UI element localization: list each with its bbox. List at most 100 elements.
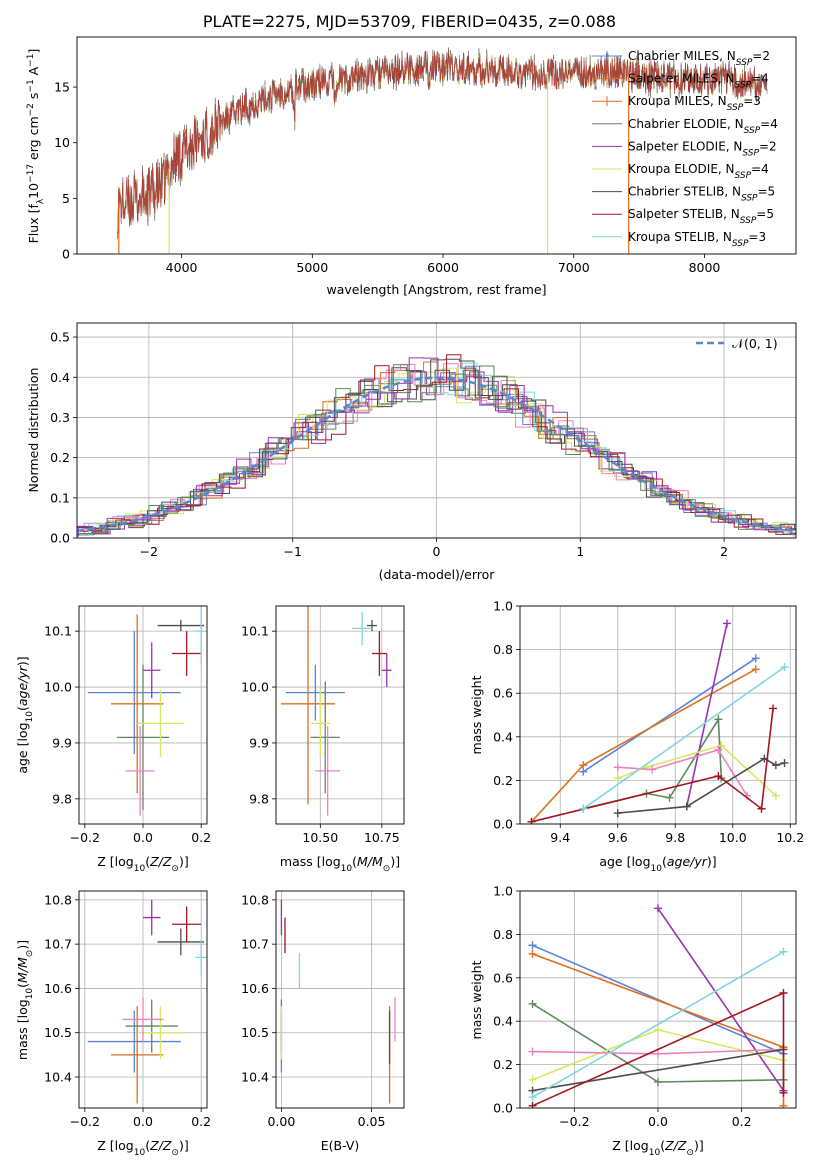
weight-marker (528, 1101, 537, 1108)
weight-marker (714, 772, 723, 781)
weight-line (582, 666, 785, 810)
y-tick-label: 0.2 (493, 773, 513, 788)
errorbar-point (195, 606, 207, 665)
errorbar-point (87, 631, 181, 755)
y-axis-label: Normed distribution (26, 368, 41, 493)
x-tick-label: 9.8 (665, 830, 685, 845)
y-tick-label: 0.4 (493, 1014, 513, 1029)
weight-marker (757, 804, 766, 813)
weight-marker (613, 763, 622, 772)
y-tick-label: 10.8 (241, 892, 269, 907)
y-tick-label: 10.6 (241, 981, 269, 996)
axes-mass-vs-EBV: 0.00 0.05 10.4 10.5 10.6 10.7 10.8 E(B-V) (241, 890, 405, 1153)
x-axis-label: Z [log10(Z/Z⊙)] (97, 1138, 188, 1158)
weight-marker (654, 1025, 662, 1034)
y-tick-label: 10.0 (241, 680, 269, 695)
errorbar-point (116, 664, 170, 811)
y-tick-label: 10.1 (44, 624, 72, 639)
plot-area-mass-vs-Z (87, 899, 207, 1104)
weight-marker (579, 804, 588, 813)
weight-marker (528, 1075, 537, 1084)
errorbar-point (137, 1006, 184, 1060)
x-tick-label: 0.2 (191, 830, 211, 845)
weight-marker (654, 1049, 662, 1058)
x-tick-label: 9.6 (608, 830, 628, 845)
y-tick-label: 0.0 (50, 531, 70, 546)
legend-entry: Kroupa ELODIE, NSSP=4 (628, 162, 769, 181)
weight-series (579, 654, 760, 776)
x-tick-label: −2 (140, 544, 158, 559)
weight-marker (751, 654, 760, 663)
y-tick-label: 10.4 (241, 1070, 269, 1085)
weight-marker (779, 1101, 788, 1108)
y-tick-label: 0 (62, 247, 70, 262)
axes-frame (275, 605, 405, 825)
x-tick-label: −0.2 (559, 1114, 589, 1129)
histogram-legend: 𝒩(0, 1) (696, 336, 778, 351)
figure-title: PLATE=2275, MJD=53709, FIBERID=0435, z=0… (202, 12, 617, 31)
axes-weight-vs-Z: −0.2 0.0 0.2 0.0 0.2 0.4 0.6 0.8 1.0 Z [log10(Z/Z… (469, 884, 797, 1158)
weight-marker (665, 793, 674, 802)
plot-area-age-vs-mass (280, 606, 392, 816)
x-tick-label: 10.75 (364, 830, 400, 845)
weight-line (532, 944, 784, 1055)
weight-series (613, 745, 752, 800)
legend-entry: Chabrier ELODIE, NSSP=4 (628, 117, 778, 136)
errorbar-point (111, 1006, 164, 1104)
weight-line (531, 708, 774, 823)
axes-frame (78, 890, 208, 1109)
y-tick-label: 9.9 (249, 735, 269, 750)
weight-marker (613, 774, 622, 783)
weight-series (613, 741, 780, 800)
axes-spectrum: 4000 5000 6000 7000 8000 0 5 10 15 Chabrier MILES… (26, 36, 797, 297)
errorbar-point (137, 689, 184, 757)
weight-marker (613, 809, 622, 818)
legend-entry: Salpeter ELODIE, NSSP=2 (628, 139, 777, 158)
plot-area-weight-vs-age (527, 619, 789, 824)
errorbar-point (310, 689, 331, 757)
errorbar-point (367, 619, 377, 632)
errorbar-point (157, 619, 205, 632)
weight-marker (654, 1077, 662, 1086)
weight-marker (528, 999, 537, 1008)
y-tick-label: 1.0 (493, 599, 513, 614)
legend-entry: Kroupa MILES, NSSP=3 (628, 94, 761, 113)
y-tick-label: 9.8 (52, 791, 72, 806)
y-tick-label: 0.4 (493, 729, 513, 744)
errorbar-point (172, 631, 202, 676)
weight-marker (779, 988, 788, 997)
errorbar-point (381, 653, 392, 688)
errorbar-point (111, 614, 164, 794)
y-tick-label: 1.0 (493, 884, 513, 899)
weight-marker (528, 949, 537, 958)
x-tick-label: 7000 (558, 260, 590, 275)
y-tick-label: 0.4 (50, 370, 70, 385)
weight-marker (780, 758, 789, 767)
spectrum-line (117, 52, 768, 235)
axes-residuals: −2 −1 0 1 2 0.0 0.1 0.2 0.3 0.4 0.5 𝒩(0, 1) (data-mo… (26, 322, 797, 582)
weight-line (532, 951, 784, 1098)
x-tick-label: −1 (283, 544, 301, 559)
legend-entry: Salpeter STELIB, NSSP=5 (628, 207, 774, 226)
weight-marker (527, 817, 536, 824)
legend-entry: 𝒩(0, 1) (732, 336, 778, 351)
weight-marker (780, 663, 789, 672)
weight-line (617, 748, 748, 797)
y-tick-label: 10.4 (44, 1070, 72, 1085)
y-axis-label: mass weight (469, 675, 484, 754)
legend-entry: Chabrier MILES, NSSP=2 (628, 49, 770, 68)
x-tick-label: 0.0 (133, 830, 153, 845)
errorbar-point (285, 664, 345, 721)
axes-frame (76, 322, 797, 539)
weight-series (579, 663, 789, 813)
histogram-series (77, 363, 796, 536)
x-axis-label: Z [log10(Z/Z⊙)] (612, 1138, 703, 1158)
weight-marker (648, 765, 657, 774)
axes-age-vs-Z: −0.2 0.0 0.2 9.8 9.9 10.0 10.1 Z [log10(Z/Z⊙)] a… (15, 605, 211, 874)
errorbar-point (280, 606, 336, 805)
errorbar-point (87, 1010, 181, 1073)
errorbar-point (143, 642, 161, 699)
weight-line (657, 907, 785, 1092)
weight-marker (771, 791, 780, 800)
x-tick-label: 0.0 (648, 1114, 668, 1129)
